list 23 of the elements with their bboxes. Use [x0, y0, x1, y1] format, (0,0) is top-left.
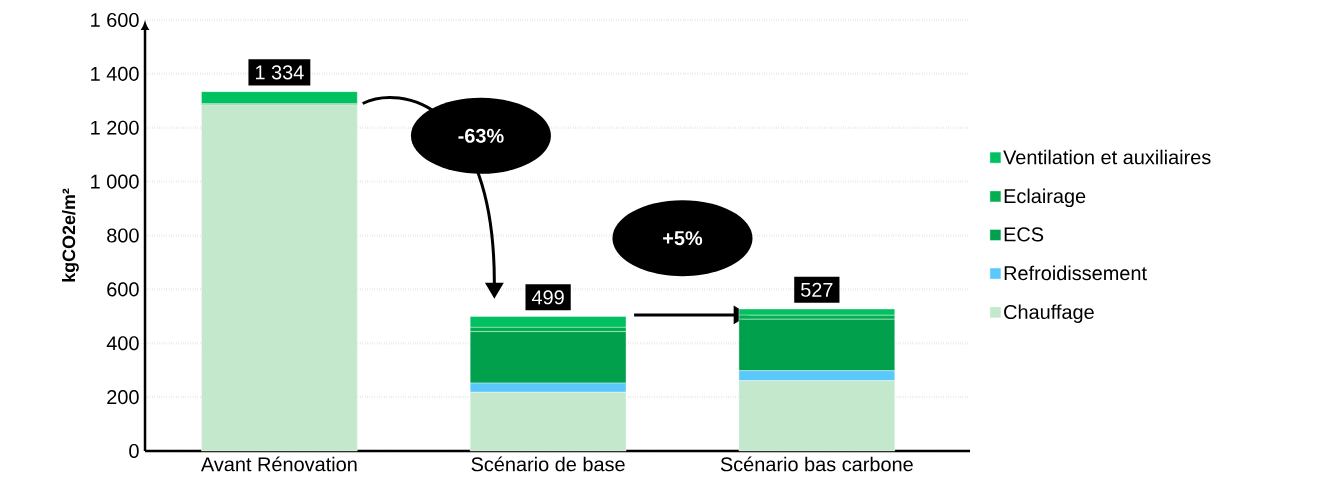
total-label: 499	[531, 290, 564, 305]
total-label: 527	[801, 282, 833, 297]
y-tick-label: 200	[107, 390, 139, 405]
y-tick-label: 600	[107, 282, 139, 297]
legend-label: Refroidissement	[1004, 265, 1147, 281]
y-tick-label: 400	[106, 336, 139, 351]
y-tick-label: 1 000	[91, 174, 139, 189]
x-tick-label: Scénario de base	[471, 456, 625, 472]
legend-label: Chauffage	[1004, 304, 1094, 324]
legend-label: Ventilation et auxiliaires	[1003, 149, 1211, 165]
y-tick-label: 1 200	[91, 120, 139, 135]
y-tick-label: 800	[107, 228, 139, 243]
annotation: -63%	[458, 128, 504, 143]
y-tick-label: 0	[129, 443, 139, 459]
legend-label: ECS	[1004, 227, 1044, 242]
total-label: 1 334	[255, 65, 304, 80]
annotation: +5%	[663, 231, 703, 246]
legend-label: Eclairage	[1004, 188, 1086, 208]
y-tick-label: 1 600	[91, 12, 139, 28]
x-tick-label: Scénario bas carbone	[720, 456, 913, 472]
y-tick-label: 1 400	[91, 66, 139, 81]
x-tick-label: Avant Rénovation	[200, 456, 357, 472]
y-axis-title: kgCO2e/m²	[62, 188, 79, 282]
